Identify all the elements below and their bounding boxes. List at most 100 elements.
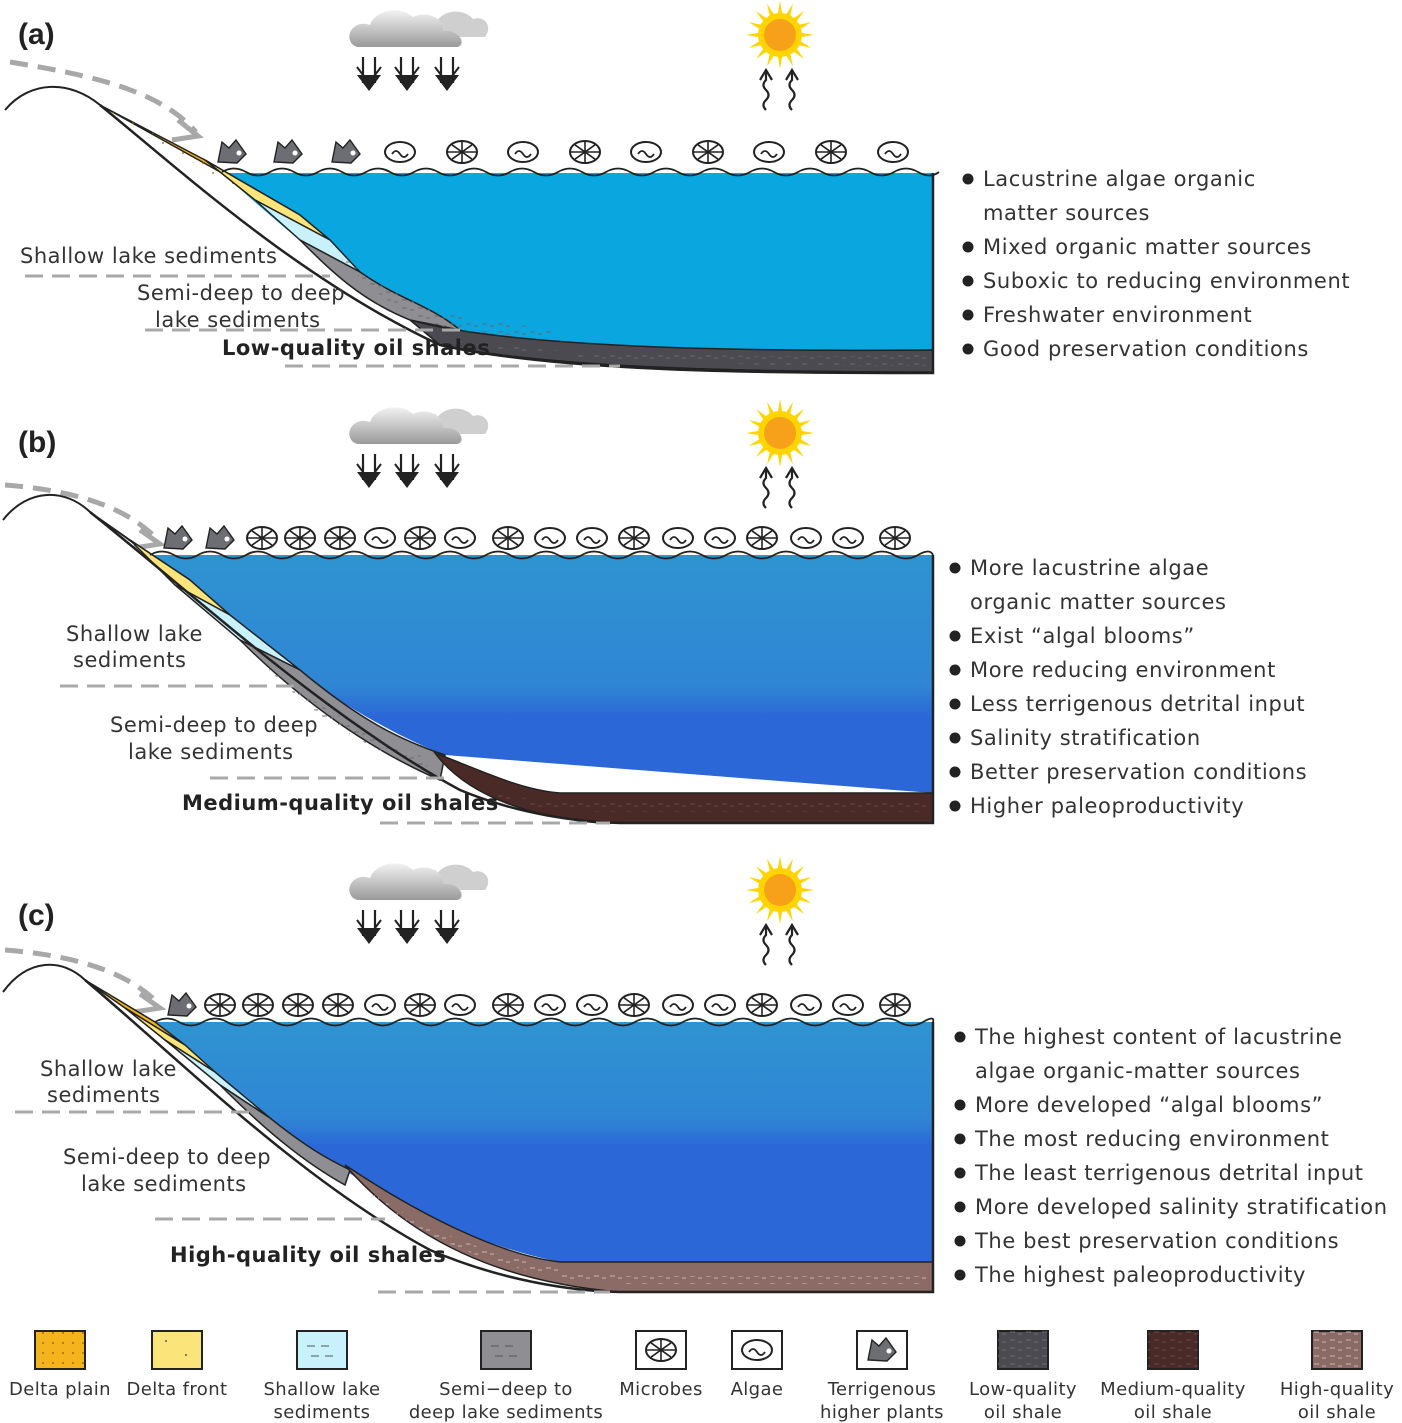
microbes-icon xyxy=(246,526,278,550)
sun-icon xyxy=(746,856,814,966)
algae-icon xyxy=(662,527,694,549)
water-surface xyxy=(154,1017,935,1027)
legend-item: Microbes xyxy=(619,1330,702,1400)
bullet-text: More reducing environment xyxy=(970,658,1276,682)
low-quality-swatch xyxy=(997,1330,1049,1370)
bullet-text: The most reducing environment xyxy=(974,1127,1329,1151)
shallow-lake-label: sediments xyxy=(73,648,186,672)
deep-lake-label: Semi-deep to deep xyxy=(63,1145,271,1169)
bullet-text: Freshwater environment xyxy=(983,303,1252,327)
legend-label: deep lake sediments xyxy=(409,1402,603,1423)
terrigenous-plant-icon xyxy=(163,524,193,550)
bullet-text: Good preservation conditions xyxy=(983,337,1309,361)
microbes-icon xyxy=(322,993,354,1017)
bullet-dot xyxy=(949,800,961,812)
bullet-text: algae organic-matter sources xyxy=(975,1059,1301,1083)
legend-item: Delta front xyxy=(127,1330,228,1400)
sun-icon xyxy=(746,399,814,509)
terrigenous-plant-icon xyxy=(205,524,235,550)
legend-label: Algae xyxy=(731,1379,784,1400)
terrigenous-plant-icon xyxy=(217,138,247,164)
legend-label: higher plants xyxy=(820,1402,944,1423)
bullet-dot xyxy=(954,1031,966,1043)
bullet-dot xyxy=(962,309,974,321)
terrigenous-plant-icon xyxy=(331,138,361,164)
runoff-arrow-head xyxy=(133,527,167,551)
medium-quality-swatch xyxy=(1147,1330,1199,1370)
oil-shale-quality-label: High-quality oil shales xyxy=(170,1243,446,1267)
algae-icon xyxy=(534,994,566,1016)
bullet-text: Lacustrine algae organic xyxy=(983,167,1256,191)
bullet-dot xyxy=(962,275,974,287)
deep-lake-label: lake sediments xyxy=(155,308,321,332)
microbes-icon xyxy=(404,526,436,550)
microbes-icon xyxy=(746,993,778,1017)
bullet-list: Lacustrine algae organic matter sources Mi… xyxy=(962,167,1350,361)
microbes-icon xyxy=(635,1330,687,1370)
bullet-text: organic matter sources xyxy=(970,590,1227,614)
shallow-lake-swatch xyxy=(296,1330,348,1370)
legend-label: oil shale xyxy=(1134,1402,1212,1423)
surface-organisms xyxy=(167,991,911,1017)
microbes-icon xyxy=(618,993,650,1017)
semi-deep-layer xyxy=(219,1084,351,1187)
bullet-list: More lacustrine algae organic matter sour… xyxy=(949,556,1307,818)
bullet-text: Less terrigenous detrital input xyxy=(970,692,1305,716)
microbes-icon xyxy=(815,140,847,164)
microbes-icon xyxy=(692,140,724,164)
bullet-dot xyxy=(962,241,974,253)
algae-icon xyxy=(790,994,822,1016)
legend-label: Delta front xyxy=(127,1379,228,1400)
terrigenous-plant-icon xyxy=(273,138,303,164)
microbes-icon xyxy=(879,993,911,1017)
bullet-dot xyxy=(949,562,961,574)
runoff-arrow xyxy=(4,482,160,542)
semi-deep-texture xyxy=(260,660,430,770)
shallow-lake-label: Shallow lake xyxy=(40,1057,177,1081)
algae-icon xyxy=(630,141,662,163)
legend-label: oil shale xyxy=(1298,1402,1376,1423)
algae-icon xyxy=(832,527,864,549)
panel-c: (c) Shallow lake sediments Semi-deep to … xyxy=(2,856,1387,1294)
legend-label: Delta plain xyxy=(9,1379,111,1400)
bullet-dot xyxy=(949,664,961,676)
sun-icon xyxy=(746,1,814,111)
bullet-text: The least terrigenous detrital input xyxy=(974,1161,1364,1185)
surface-organisms xyxy=(217,138,909,164)
microbes-icon xyxy=(569,140,601,164)
runoff-arrow xyxy=(4,947,160,1005)
semi-deep-swatch xyxy=(480,1330,532,1370)
bullet-dot xyxy=(954,1099,966,1111)
deep-lake-label: Semi-deep to deep xyxy=(110,713,318,737)
microbes-icon xyxy=(879,526,911,550)
algae-icon xyxy=(832,994,864,1016)
runoff-arrow-head xyxy=(171,118,205,143)
medium-quality-texture xyxy=(470,790,930,812)
algae-icon xyxy=(790,527,822,549)
algae-icon xyxy=(877,141,909,163)
algae-icon xyxy=(384,141,416,163)
oil-shale-quality-label: Medium-quality oil shales xyxy=(182,791,499,815)
microbes-icon xyxy=(618,526,650,550)
legend-label: Low-quality xyxy=(969,1379,1077,1400)
bullet-list: The highest content of lacustrine algae o… xyxy=(954,1025,1387,1287)
algae-icon xyxy=(576,527,608,549)
bullet-text: The highest paleoproductivity xyxy=(974,1263,1306,1287)
semi-deep-texture xyxy=(330,245,560,345)
microbes-icon xyxy=(492,993,524,1017)
bullet-text: More developed “algal blooms” xyxy=(975,1093,1323,1117)
rain-cloud-icon xyxy=(349,863,489,944)
deep-lake-label: Semi-deep to deep xyxy=(137,281,345,305)
deep-lake-label: lake sediments xyxy=(128,740,294,764)
algae-icon xyxy=(753,141,785,163)
rain-cloud-icon xyxy=(349,10,489,91)
algae-icon xyxy=(731,1330,783,1370)
algae-icon xyxy=(534,527,566,549)
algae-icon xyxy=(507,141,539,163)
legend: Delta plain Delta front Shallow lakesedime… xyxy=(9,1330,1394,1423)
low-quality-texture xyxy=(450,340,930,366)
algae-icon xyxy=(704,527,736,549)
